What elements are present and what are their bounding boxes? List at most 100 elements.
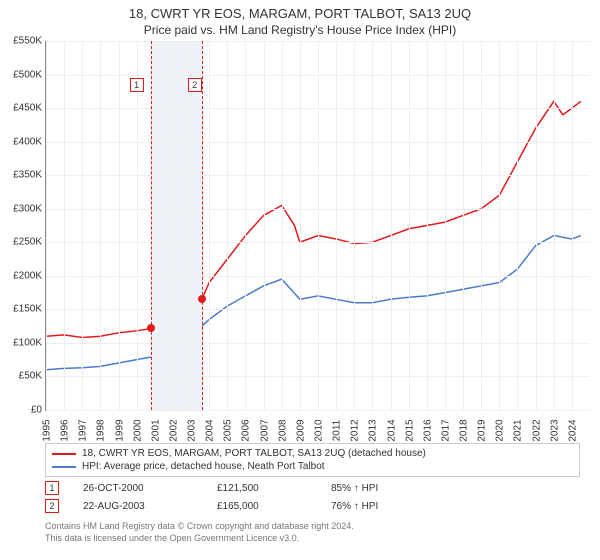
y-axis-label: £50K xyxy=(19,371,46,382)
x-axis-label: 2019 xyxy=(475,419,488,441)
y-axis-label: £400K xyxy=(13,136,46,147)
sale-pct: 76% ↑ HPI xyxy=(331,501,378,512)
sale-row-marker: 1 xyxy=(45,481,59,495)
x-gridline xyxy=(64,41,65,410)
sale-marker-line xyxy=(202,41,203,410)
x-gridline xyxy=(536,41,537,410)
x-axis-label: 2017 xyxy=(438,419,451,441)
legend-label: 18, CWRT YR EOS, MARGAM, PORT TALBOT, SA… xyxy=(82,448,426,459)
sale-row: 1 26-OCT-2000 £121,500 85% ↑ HPI xyxy=(45,481,580,495)
sale-marker-dot xyxy=(198,295,206,303)
x-gridline xyxy=(463,41,464,410)
x-gridline xyxy=(517,41,518,410)
x-gridline xyxy=(391,41,392,410)
x-gridline xyxy=(100,41,101,410)
x-axis-label: 2011 xyxy=(330,420,343,442)
chart-title: 18, CWRT YR EOS, MARGAM, PORT TALBOT, SA… xyxy=(0,0,600,21)
sale-price: £121,500 xyxy=(217,483,307,494)
x-gridline xyxy=(354,41,355,410)
x-gridline xyxy=(119,41,120,410)
x-axis-label: 1997 xyxy=(76,419,89,441)
y-axis-label: £0 xyxy=(31,405,46,416)
x-gridline xyxy=(300,41,301,410)
x-gridline xyxy=(572,41,573,410)
sale-date: 26-OCT-2000 xyxy=(83,483,193,494)
x-gridline xyxy=(155,41,156,410)
series-price_paid xyxy=(46,101,581,337)
y-axis-label: £550K xyxy=(13,36,46,47)
x-axis-label: 1998 xyxy=(94,419,107,441)
x-gridline xyxy=(336,41,337,410)
x-axis-label: 2007 xyxy=(257,419,270,441)
footer: Contains HM Land Registry data © Crown c… xyxy=(45,521,580,544)
x-axis-label: 2024 xyxy=(565,419,578,441)
x-gridline xyxy=(409,41,410,410)
footer-line-2: This data is licensed under the Open Gov… xyxy=(45,533,580,545)
sale-row-marker: 2 xyxy=(45,499,59,513)
x-gridline xyxy=(282,41,283,410)
y-axis-label: £100K xyxy=(13,337,46,348)
callout-marker: 1 xyxy=(130,78,144,92)
x-axis-label: 2014 xyxy=(384,419,397,441)
x-gridline xyxy=(481,41,482,410)
x-axis-label: 2022 xyxy=(529,419,542,441)
x-axis-label: 2015 xyxy=(402,419,415,441)
legend: 18, CWRT YR EOS, MARGAM, PORT TALBOT, SA… xyxy=(45,443,580,477)
x-gridline xyxy=(554,41,555,410)
legend-row: 18, CWRT YR EOS, MARGAM, PORT TALBOT, SA… xyxy=(52,447,573,460)
x-axis-label: 2005 xyxy=(221,419,234,441)
x-gridline xyxy=(427,41,428,410)
x-axis-label: 1995 xyxy=(40,419,53,441)
x-axis-label: 1999 xyxy=(112,419,125,441)
x-axis-label: 2012 xyxy=(348,419,361,441)
chart-container: 18, CWRT YR EOS, MARGAM, PORT TALBOT, SA… xyxy=(0,0,600,560)
sale-date: 22-AUG-2003 xyxy=(83,501,193,512)
x-axis-label: 2002 xyxy=(166,419,179,441)
x-axis-label: 2009 xyxy=(293,419,306,441)
x-axis-label: 2021 xyxy=(511,419,524,441)
y-axis-label: £150K xyxy=(13,304,46,315)
chart-subtitle: Price paid vs. HM Land Registry's House … xyxy=(0,21,600,41)
y-axis-label: £350K xyxy=(13,170,46,181)
y-axis-label: £450K xyxy=(13,103,46,114)
x-gridline xyxy=(445,41,446,410)
legend-swatch xyxy=(52,453,76,455)
x-gridline xyxy=(227,41,228,410)
x-gridline xyxy=(173,41,174,410)
sale-price: £165,000 xyxy=(217,501,307,512)
sales-list: 1 26-OCT-2000 £121,500 85% ↑ HPI 2 22-AUG-200… xyxy=(0,481,600,513)
x-gridline xyxy=(499,41,500,410)
y-axis-label: £200K xyxy=(13,270,46,281)
x-axis-label: 2001 xyxy=(148,419,161,441)
x-gridline xyxy=(245,41,246,410)
y-axis-label: £500K xyxy=(13,69,46,80)
legend-row: HPI: Average price, detached house, Neat… xyxy=(52,460,573,473)
sale-row: 2 22-AUG-2003 £165,000 76% ↑ HPI xyxy=(45,499,580,513)
x-gridline xyxy=(264,41,265,410)
x-axis-label: 2020 xyxy=(493,419,506,441)
y-axis-label: £300K xyxy=(13,203,46,214)
x-gridline xyxy=(191,41,192,410)
x-axis-label: 2013 xyxy=(366,419,379,441)
series-hpi xyxy=(46,236,581,370)
x-axis-label: 2023 xyxy=(547,419,560,441)
x-axis-label: 2010 xyxy=(312,419,325,441)
x-gridline xyxy=(209,41,210,410)
x-axis-label: 1996 xyxy=(58,419,71,441)
x-axis-label: 2000 xyxy=(130,419,143,441)
sale-pct: 85% ↑ HPI xyxy=(331,483,378,494)
y-gridline xyxy=(46,410,590,411)
x-axis-label: 2004 xyxy=(203,419,216,441)
highlight-band xyxy=(151,41,202,410)
x-gridline xyxy=(82,41,83,410)
x-gridline xyxy=(46,41,47,410)
x-axis-label: 2008 xyxy=(275,419,288,441)
legend-swatch xyxy=(52,466,76,468)
footer-line-1: Contains HM Land Registry data © Crown c… xyxy=(45,521,580,533)
sale-marker-dot xyxy=(147,324,155,332)
x-axis-label: 2016 xyxy=(420,419,433,441)
x-gridline xyxy=(372,41,373,410)
callout-marker: 2 xyxy=(188,78,202,92)
x-axis-label: 2003 xyxy=(185,419,198,441)
chart-plot-area: £0£50K£100K£150K£200K£250K£300K£350K£400… xyxy=(45,41,590,411)
